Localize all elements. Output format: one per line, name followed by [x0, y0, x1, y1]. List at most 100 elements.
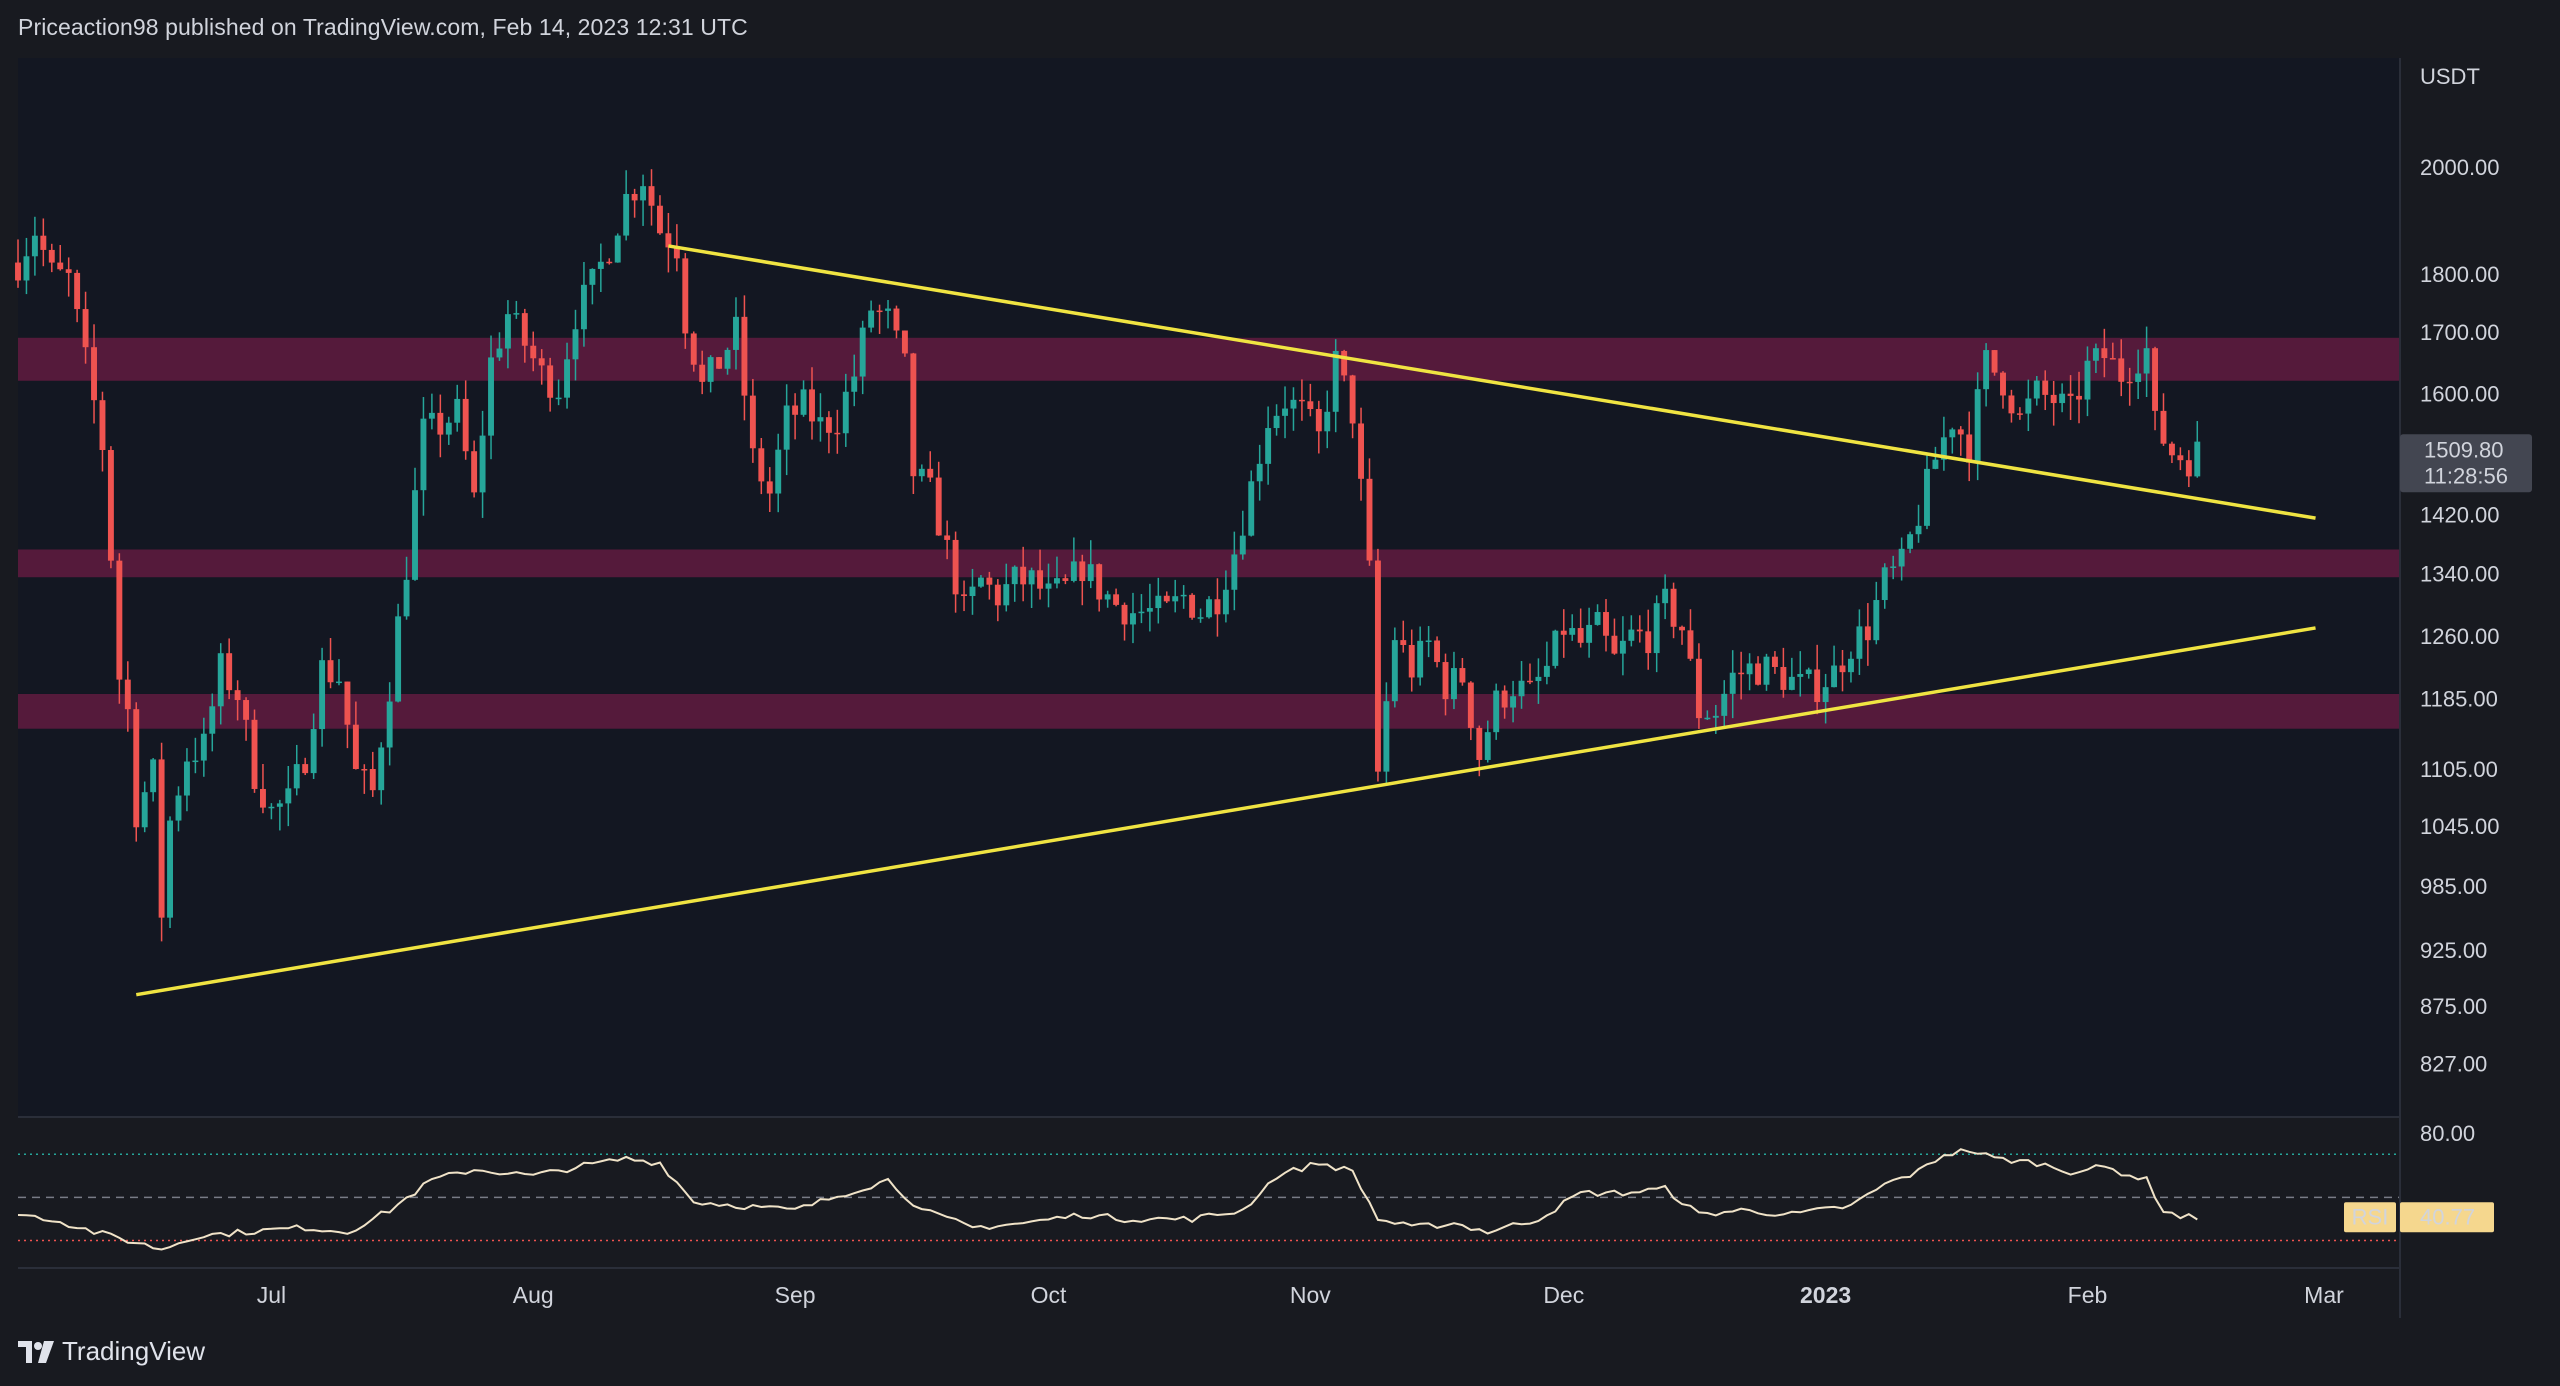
candle-down — [65, 269, 72, 273]
rsi-pane: 80.00 — [17, 1121, 2475, 1251]
candle-down — [1366, 478, 1373, 561]
candle-down — [40, 235, 47, 250]
candle-down — [344, 681, 351, 725]
candle-down — [766, 481, 773, 494]
candle-down — [2185, 460, 2192, 477]
candlestick-series — [15, 169, 2201, 942]
candle-down — [116, 560, 123, 680]
candle-up — [1197, 617, 1204, 619]
candle-countdown: 11:28:56 — [2424, 463, 2508, 488]
candle-up — [1256, 463, 1263, 482]
rsi-value-tag: RSI 40.77 — [2344, 1202, 2494, 1233]
candle-up — [1712, 715, 1719, 718]
candle-up — [496, 348, 503, 358]
candle-down — [251, 719, 258, 789]
candle-up — [817, 417, 824, 422]
candle-down — [2118, 358, 2125, 382]
candle-down — [1096, 564, 1103, 600]
candle-down — [665, 233, 672, 248]
candle-down — [538, 358, 545, 366]
candle-down — [2042, 380, 2049, 395]
candle-down — [243, 700, 250, 720]
candle-down — [2152, 348, 2158, 411]
price-tick-label: 875.00 — [2420, 994, 2487, 1019]
candle-up — [969, 586, 976, 597]
candle-up — [141, 792, 148, 828]
candle-up — [513, 313, 520, 315]
price-tag-bg — [2400, 434, 2532, 493]
candle-down — [1408, 645, 1415, 678]
price-tick-label: 1600.00 — [2420, 381, 2500, 406]
candle-up — [1662, 588, 1669, 604]
price-tick-label: 827.00 — [2420, 1052, 2487, 1077]
candle-up — [1721, 693, 1728, 716]
candle-down — [462, 398, 469, 452]
candle-down — [437, 412, 444, 435]
candle-down — [1755, 663, 1761, 685]
price-tick-label: 1260.00 — [2420, 624, 2500, 649]
candle-down — [302, 764, 309, 774]
candle-down — [99, 400, 106, 451]
candle-up — [1070, 561, 1077, 581]
candle-down — [547, 365, 554, 398]
price-tick-label: 985.00 — [2420, 874, 2487, 899]
candle-up — [918, 468, 925, 477]
candle-up — [479, 435, 486, 493]
candle-up — [1915, 525, 1922, 535]
candle-up — [859, 327, 866, 377]
rsi-line — [17, 1148, 2198, 1251]
candle-down — [1527, 680, 1533, 683]
currency-label: USDT — [2420, 64, 2480, 89]
price-tick-label: 1045.00 — [2420, 814, 2500, 839]
candle-up — [707, 357, 714, 382]
candle-down — [1467, 682, 1474, 728]
last-price-value: 1509.80 — [2424, 437, 2504, 462]
candle-down — [994, 584, 1001, 606]
candle-up — [1788, 676, 1795, 690]
candle-down — [1839, 665, 1846, 673]
candle-down — [648, 186, 655, 206]
trendline[interactable] — [135, 626, 2316, 997]
candle-up — [445, 422, 452, 435]
candle-down — [48, 249, 55, 263]
candle-up — [1628, 629, 1635, 641]
candle-down — [876, 310, 883, 313]
candle-down — [1459, 668, 1466, 683]
candle-up — [842, 391, 849, 434]
price-tick-label: 1700.00 — [2420, 320, 2500, 345]
candle-down — [1560, 630, 1567, 635]
candle-down — [2076, 395, 2082, 400]
candle-up — [2194, 441, 2201, 477]
candle-up — [640, 186, 647, 201]
candle-up — [200, 733, 207, 761]
candle-down — [530, 345, 537, 359]
candle-down — [1214, 599, 1221, 615]
candle-up — [412, 490, 418, 580]
time-axis[interactable]: Jul Aug Sep Oct Nov Dec 2023 Feb Mar — [257, 1282, 2344, 1308]
candle-up — [851, 376, 858, 392]
candle-up — [885, 308, 891, 311]
rsi-label-bg — [2344, 1202, 2396, 1233]
candle-up — [386, 701, 393, 748]
candle-up — [1451, 668, 1457, 700]
candle-down — [1121, 604, 1128, 625]
candle-up — [1949, 429, 1956, 438]
zone-band — [18, 693, 2400, 729]
candle-up — [1848, 658, 1854, 673]
candle-up — [1797, 674, 1804, 677]
candle-down — [935, 477, 942, 536]
candle-up — [1898, 548, 1905, 567]
tradingview-logo[interactable]: TradingView — [18, 1336, 205, 1367]
trendline[interactable] — [668, 244, 2316, 520]
candle-up — [1104, 594, 1111, 600]
candle-down — [2177, 455, 2184, 461]
price-axis[interactable]: 2000.00 1800.00 1700.00 1600.00 1420.00 1340.… — [2420, 155, 2500, 1077]
candle-up — [1552, 630, 1559, 666]
candle-up — [623, 193, 630, 236]
candle-down — [471, 451, 478, 493]
candle-up — [293, 764, 300, 789]
candle-up — [1510, 696, 1517, 708]
candle-up — [175, 795, 182, 821]
candle-down — [1374, 560, 1381, 772]
